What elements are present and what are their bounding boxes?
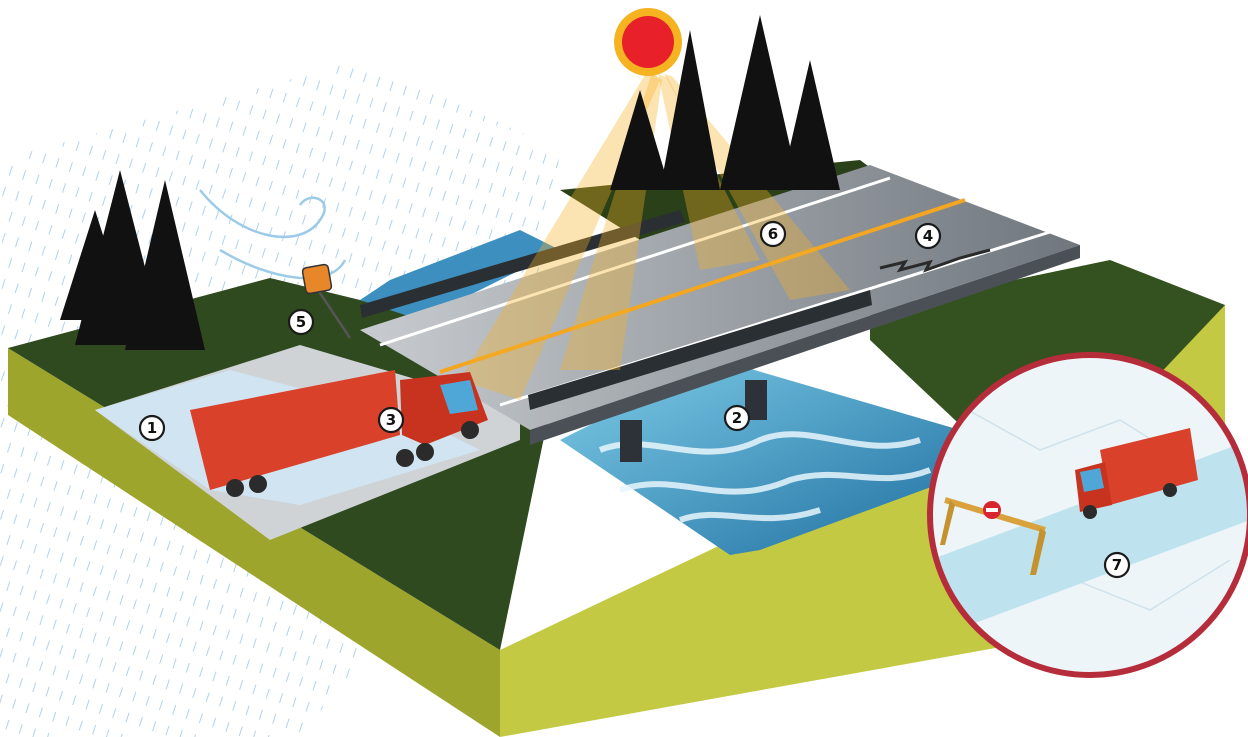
crack-icon	[879, 248, 991, 273]
marker-3-circle	[377, 406, 405, 434]
river	[560, 360, 960, 555]
curve-warning-sign-icon	[301, 263, 352, 339]
marker-7: 7	[1103, 551, 1131, 579]
marker-5-label: 5	[296, 313, 306, 331]
marker-2-circle	[723, 404, 751, 432]
marker-4-label: 4	[923, 227, 933, 245]
marker-4-circle	[914, 222, 942, 250]
sun-rays	[460, 70, 660, 400]
marker-7-label: 7	[1112, 556, 1122, 574]
bridge-deck-edge	[530, 245, 1080, 445]
railing-back	[360, 210, 685, 318]
marker-1-label: 1	[147, 419, 157, 437]
railing-front	[528, 290, 872, 410]
bridge-pier-2	[745, 380, 767, 420]
marker-2: 2	[723, 404, 751, 432]
marker-5: 5	[287, 308, 315, 336]
river-waves	[598, 431, 932, 523]
inset-truck-icon	[1075, 428, 1198, 519]
marker-3-label: 3	[386, 411, 396, 429]
marker-3: 3	[377, 406, 405, 434]
marker-6-label: 6	[768, 225, 778, 243]
truck-icon	[190, 370, 488, 497]
no-entry-sign-icon	[983, 501, 1001, 519]
sun-icon	[614, 8, 682, 76]
marker-group: 1 2 3 4 5 6 7	[138, 220, 1131, 579]
bridge-pier-1	[620, 420, 642, 462]
marker-6: 6	[759, 220, 787, 248]
lane-line-yellow	[439, 198, 966, 374]
inset-detail	[927, 352, 1248, 678]
marker-5-circle	[287, 308, 315, 336]
marker-1-circle	[138, 414, 166, 442]
lane-line-white-1	[379, 176, 891, 347]
bridge-deck	[360, 165, 1080, 430]
tree-icon-left	[60, 170, 205, 350]
marker-4: 4	[914, 222, 942, 250]
wind-icon	[199, 189, 347, 280]
marker-6-circle	[759, 220, 787, 248]
marker-2-label: 2	[732, 409, 742, 427]
ground-side-left	[8, 348, 500, 737]
marker-1: 1	[138, 414, 166, 442]
marker-7-circle	[1103, 551, 1131, 579]
tree-icon	[610, 15, 840, 190]
